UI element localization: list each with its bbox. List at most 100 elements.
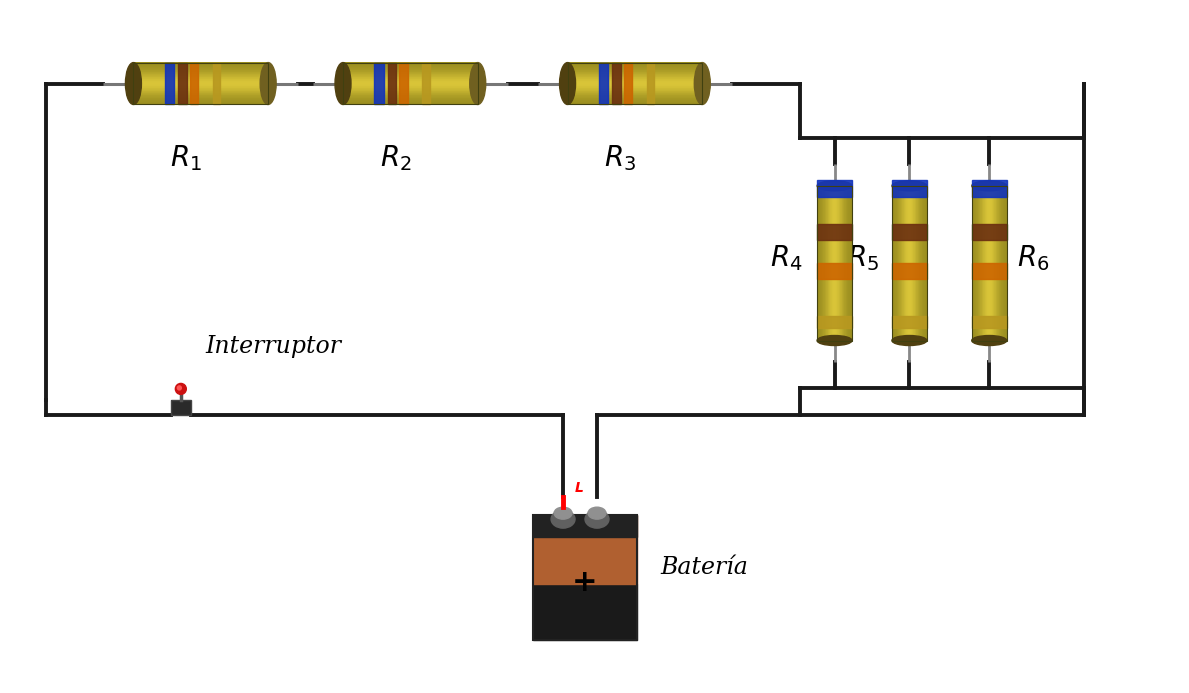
- Bar: [133, 81, 269, 82]
- Bar: [567, 85, 703, 87]
- Text: Interruptor: Interruptor: [206, 335, 341, 358]
- Ellipse shape: [817, 335, 853, 346]
- Bar: [567, 70, 703, 71]
- Bar: [533, 584, 637, 640]
- Bar: [567, 83, 703, 85]
- Bar: [342, 99, 478, 100]
- Bar: [971, 316, 1007, 328]
- Bar: [567, 74, 703, 75]
- Bar: [892, 225, 927, 240]
- Bar: [342, 91, 478, 92]
- Bar: [567, 67, 703, 68]
- Bar: [342, 63, 478, 64]
- Bar: [133, 93, 269, 94]
- Text: $R_4$: $R_4$: [770, 243, 803, 273]
- Bar: [342, 85, 478, 86]
- Bar: [342, 68, 478, 69]
- Bar: [375, 62, 384, 105]
- Text: +: +: [572, 568, 598, 597]
- Ellipse shape: [971, 335, 1007, 346]
- Bar: [342, 100, 478, 102]
- Bar: [133, 91, 269, 93]
- Bar: [567, 73, 703, 74]
- Bar: [342, 87, 478, 89]
- Bar: [133, 85, 269, 86]
- Bar: [342, 84, 478, 85]
- Ellipse shape: [892, 335, 927, 346]
- Ellipse shape: [560, 62, 575, 105]
- Bar: [133, 87, 269, 88]
- Bar: [567, 93, 703, 94]
- Bar: [533, 515, 637, 640]
- Bar: [133, 62, 269, 105]
- Bar: [567, 94, 703, 95]
- Bar: [133, 100, 269, 102]
- Bar: [624, 62, 633, 105]
- Bar: [567, 103, 703, 104]
- Bar: [133, 64, 269, 65]
- Ellipse shape: [585, 510, 609, 528]
- Bar: [133, 74, 269, 75]
- Bar: [567, 69, 703, 70]
- Bar: [342, 74, 478, 75]
- Bar: [342, 62, 478, 105]
- Bar: [567, 102, 703, 103]
- Bar: [647, 62, 654, 105]
- Bar: [133, 67, 269, 68]
- Bar: [567, 92, 703, 94]
- Bar: [133, 62, 269, 63]
- Text: L: L: [575, 481, 584, 495]
- Bar: [567, 82, 703, 84]
- Ellipse shape: [260, 62, 276, 105]
- Bar: [342, 88, 478, 89]
- Text: $R_5$: $R_5$: [848, 243, 880, 273]
- Bar: [971, 263, 1007, 279]
- Bar: [171, 400, 190, 415]
- Text: $R_3$: $R_3$: [604, 143, 636, 173]
- Bar: [342, 92, 478, 94]
- Bar: [133, 77, 269, 78]
- Bar: [133, 96, 269, 98]
- Bar: [342, 101, 478, 103]
- Bar: [567, 100, 703, 101]
- Bar: [567, 101, 703, 103]
- Ellipse shape: [470, 62, 486, 105]
- Bar: [133, 75, 269, 76]
- Bar: [342, 94, 478, 96]
- Bar: [567, 80, 703, 82]
- Bar: [567, 97, 703, 98]
- Circle shape: [175, 383, 187, 394]
- Bar: [533, 515, 637, 537]
- Bar: [599, 62, 609, 105]
- Bar: [342, 85, 478, 87]
- Bar: [567, 103, 703, 105]
- Bar: [342, 94, 478, 95]
- Bar: [342, 67, 478, 68]
- Bar: [567, 66, 703, 67]
- Bar: [567, 85, 703, 86]
- Bar: [342, 103, 478, 105]
- Bar: [567, 77, 703, 78]
- Bar: [817, 180, 853, 198]
- Bar: [171, 400, 190, 415]
- Bar: [342, 66, 478, 67]
- Bar: [133, 103, 269, 105]
- Ellipse shape: [126, 62, 141, 105]
- Bar: [133, 86, 269, 87]
- Bar: [342, 77, 478, 78]
- Bar: [567, 81, 703, 82]
- Bar: [342, 65, 478, 66]
- Bar: [342, 98, 478, 100]
- Ellipse shape: [551, 510, 575, 528]
- Bar: [342, 78, 478, 79]
- Bar: [567, 89, 703, 91]
- Bar: [567, 62, 703, 105]
- Text: $R_1$: $R_1$: [170, 143, 202, 173]
- Bar: [567, 98, 703, 99]
- Ellipse shape: [554, 507, 572, 519]
- Bar: [133, 103, 269, 104]
- Bar: [133, 88, 269, 89]
- Bar: [342, 82, 478, 83]
- Bar: [342, 80, 478, 82]
- Bar: [342, 97, 478, 98]
